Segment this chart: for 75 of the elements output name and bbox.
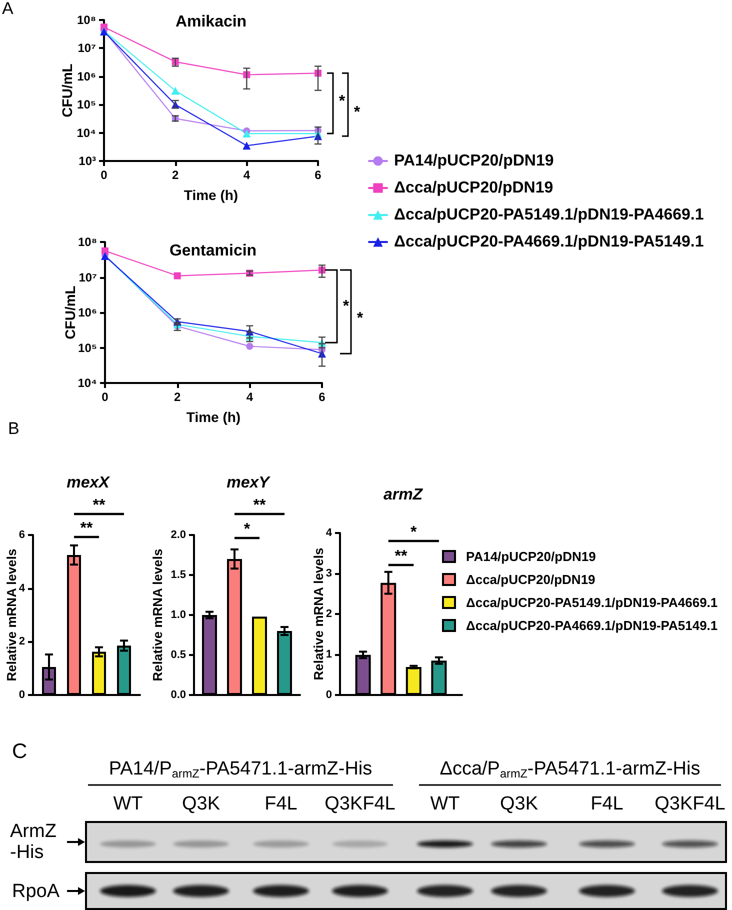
y-tick-label: 2 [326,608,332,620]
y-tick-label: 0.0 [170,689,186,701]
category-label: Q3K [500,794,538,814]
y-tick-label: 1 [326,648,332,660]
y-tick-label: 3 [326,568,332,580]
category-label: Q3KF4L [324,794,396,814]
category-label: Q3K [182,794,220,814]
y-tick-label: 0 [326,689,332,701]
y-tick-label: 10⁴ [78,376,98,390]
y-tick-label: 10⁴ [76,126,96,140]
legend-label: Δcca/pUCP20/pDN19 [466,572,596,587]
y-tick-label: 10⁵ [77,98,96,112]
text: ArmZ-His [10,821,56,863]
y-tick-label: 6 [18,529,25,541]
chart-title: Amikacin [175,14,247,30]
chart-title: Gentamicin [169,242,257,260]
x-axis-title: Time (h) [184,187,238,203]
legend-label: PA14/pUCP20/pDN19 [466,549,596,564]
chart-title: mexX [66,474,111,492]
legend-label: Δcca/pUCP20-PA4669.1/pDN19-PA5149.1 [394,234,704,250]
y-tick-label: 10⁷ [78,41,96,56]
text: Δcca/P$_{armZ}$-PA5471.1-armZ-His [440,758,700,780]
category-label: F4L [590,794,624,814]
y-axis-title: Relative mRNA levels [311,548,326,680]
text: ** [92,496,106,514]
text: * [342,298,350,315]
text: C [12,740,28,763]
text: ** [253,496,266,514]
text: * [338,93,346,110]
legend-label: Δcca/pUCP20-PA5149.1/pDN19-PA4669.1 [466,595,718,610]
x-tick-label: 4 [243,168,250,182]
y-tick-label: 0.5 [170,649,186,661]
text: RpoA [12,880,60,902]
y-tick-label: 10⁵ [78,340,97,355]
y-tick-label: 4 [18,582,26,594]
y-tick-label: 2.0 [170,529,186,541]
y-tick-label: 10⁶ [78,306,97,320]
category-label: F4L [264,794,298,814]
annotation: * [244,520,250,538]
text: A [2,0,14,18]
y-tick-label: 4 [326,527,333,539]
text: * [356,310,364,327]
legend-label: PA14/pUCP20/pDN19 [394,152,554,170]
category-label: WT [430,794,460,814]
legend-label: Δcca/pUCP20-PA5149.1/pDN19-PA4669.1 [394,206,704,224]
annotation: ** [394,548,408,565]
y-axis-title: Relative mRNA levels [4,548,19,682]
y-axis-title: CFU/mL [62,285,78,340]
x-tick-label: 0 [102,390,109,404]
chart-title: mexY [226,474,271,492]
annotation: * [410,524,417,541]
y-tick-label: 10⁶ [77,69,96,84]
legend-label: Δcca/pUCP20-PA4669.1/pDN19-PA5149.1 [466,618,718,633]
y-tick-label: 2 [18,636,25,648]
y-tick-label: 1.5 [170,569,186,581]
category-label: Q3KF4L [654,794,726,814]
y-tick-label: 10³ [78,154,96,168]
x-axis-title: Time (h) [186,409,241,425]
legend-label: Δcca/pUCP20/pDN19 [394,180,554,196]
text: * [354,104,360,122]
category-label: WT [113,794,143,814]
text: B [8,419,20,438]
x-tick-label: 4 [246,390,254,404]
y-axis-title: Relative mRNA levels [150,548,165,682]
y-tick-label: 10⁸ [76,13,96,27]
x-tick-label: 6 [314,168,322,182]
y-tick-label: 10⁷ [78,270,98,284]
chart-title: armZ [383,486,424,504]
y-tick-label: 10⁸ [78,235,97,249]
y-axis-title: CFU/mL [59,63,75,118]
y-tick-label: 0 [18,689,25,701]
x-tick-label: 0 [100,168,108,182]
y-tick-label: 1.0 [170,609,186,621]
text: PA14/P$_{armZ}$-PA5471.1-armZ-His [108,758,372,780]
annotation: ** [80,520,93,537]
